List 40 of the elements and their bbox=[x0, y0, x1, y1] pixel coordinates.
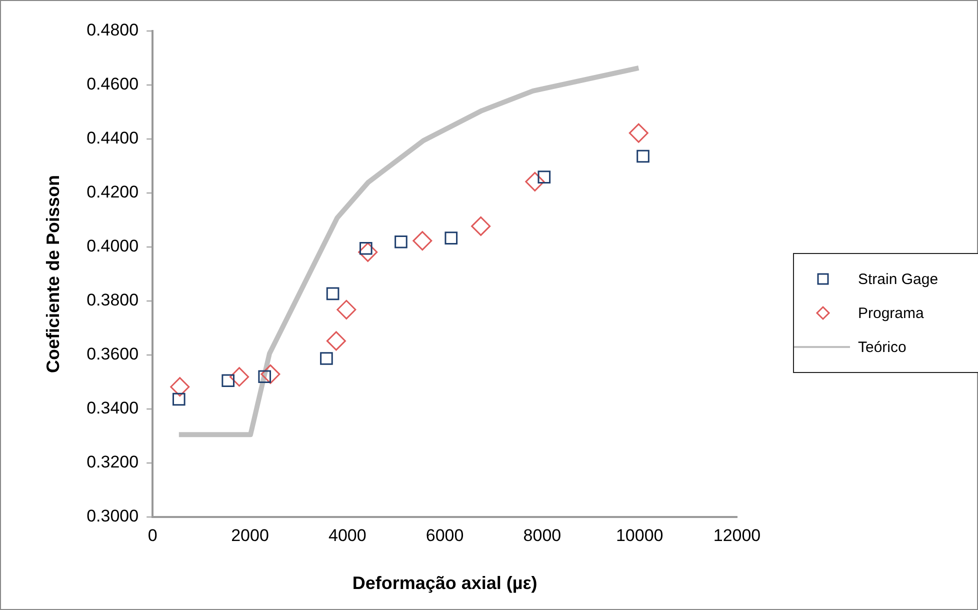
x-tick-label: 10000 bbox=[616, 526, 664, 545]
point bbox=[444, 232, 458, 244]
point bbox=[628, 123, 648, 143]
point bbox=[336, 300, 356, 320]
y-tick-label: 0.3200 bbox=[86, 452, 139, 472]
x-tick-label: 4000 bbox=[328, 526, 366, 545]
x-axis-title: Deformação axial (µε) bbox=[352, 573, 538, 594]
point bbox=[172, 392, 186, 406]
x-tick-label: 2000 bbox=[231, 526, 269, 545]
y-tick-label: 0.3000 bbox=[86, 506, 139, 526]
y-tick-label: 0.4800 bbox=[86, 20, 139, 40]
y-tick-label: 0.3400 bbox=[86, 398, 139, 418]
point bbox=[260, 364, 280, 384]
point bbox=[412, 231, 432, 251]
point bbox=[471, 216, 491, 236]
x-tick-label: 0 bbox=[148, 526, 158, 545]
y-axis-title: Coeficiente de Poisson bbox=[42, 174, 63, 374]
point bbox=[230, 367, 250, 387]
y-tick-label: 0.4000 bbox=[86, 236, 139, 256]
y-tick-label: 0.3600 bbox=[86, 344, 139, 364]
x-tick-label: 12000 bbox=[713, 526, 761, 545]
legend-label: Strain Gage bbox=[858, 270, 938, 288]
point bbox=[394, 235, 408, 248]
y-tick-label: 0.3800 bbox=[86, 290, 139, 310]
y-tick-label: 0.4200 bbox=[86, 182, 139, 202]
point bbox=[320, 352, 333, 365]
legend-label: Programa bbox=[858, 304, 924, 322]
legend-label: Teórico bbox=[858, 338, 906, 356]
point bbox=[222, 374, 234, 388]
point bbox=[525, 172, 545, 192]
x-tick-label: 8000 bbox=[523, 526, 562, 545]
point bbox=[636, 150, 650, 163]
y-tick-label: 0.4600 bbox=[86, 74, 139, 94]
point bbox=[170, 377, 190, 397]
point bbox=[326, 287, 340, 300]
point bbox=[326, 331, 346, 351]
point bbox=[358, 242, 378, 262]
x-tick-label: 6000 bbox=[426, 526, 464, 545]
point bbox=[538, 170, 551, 184]
y-tick-label: 0.4400 bbox=[86, 128, 139, 148]
